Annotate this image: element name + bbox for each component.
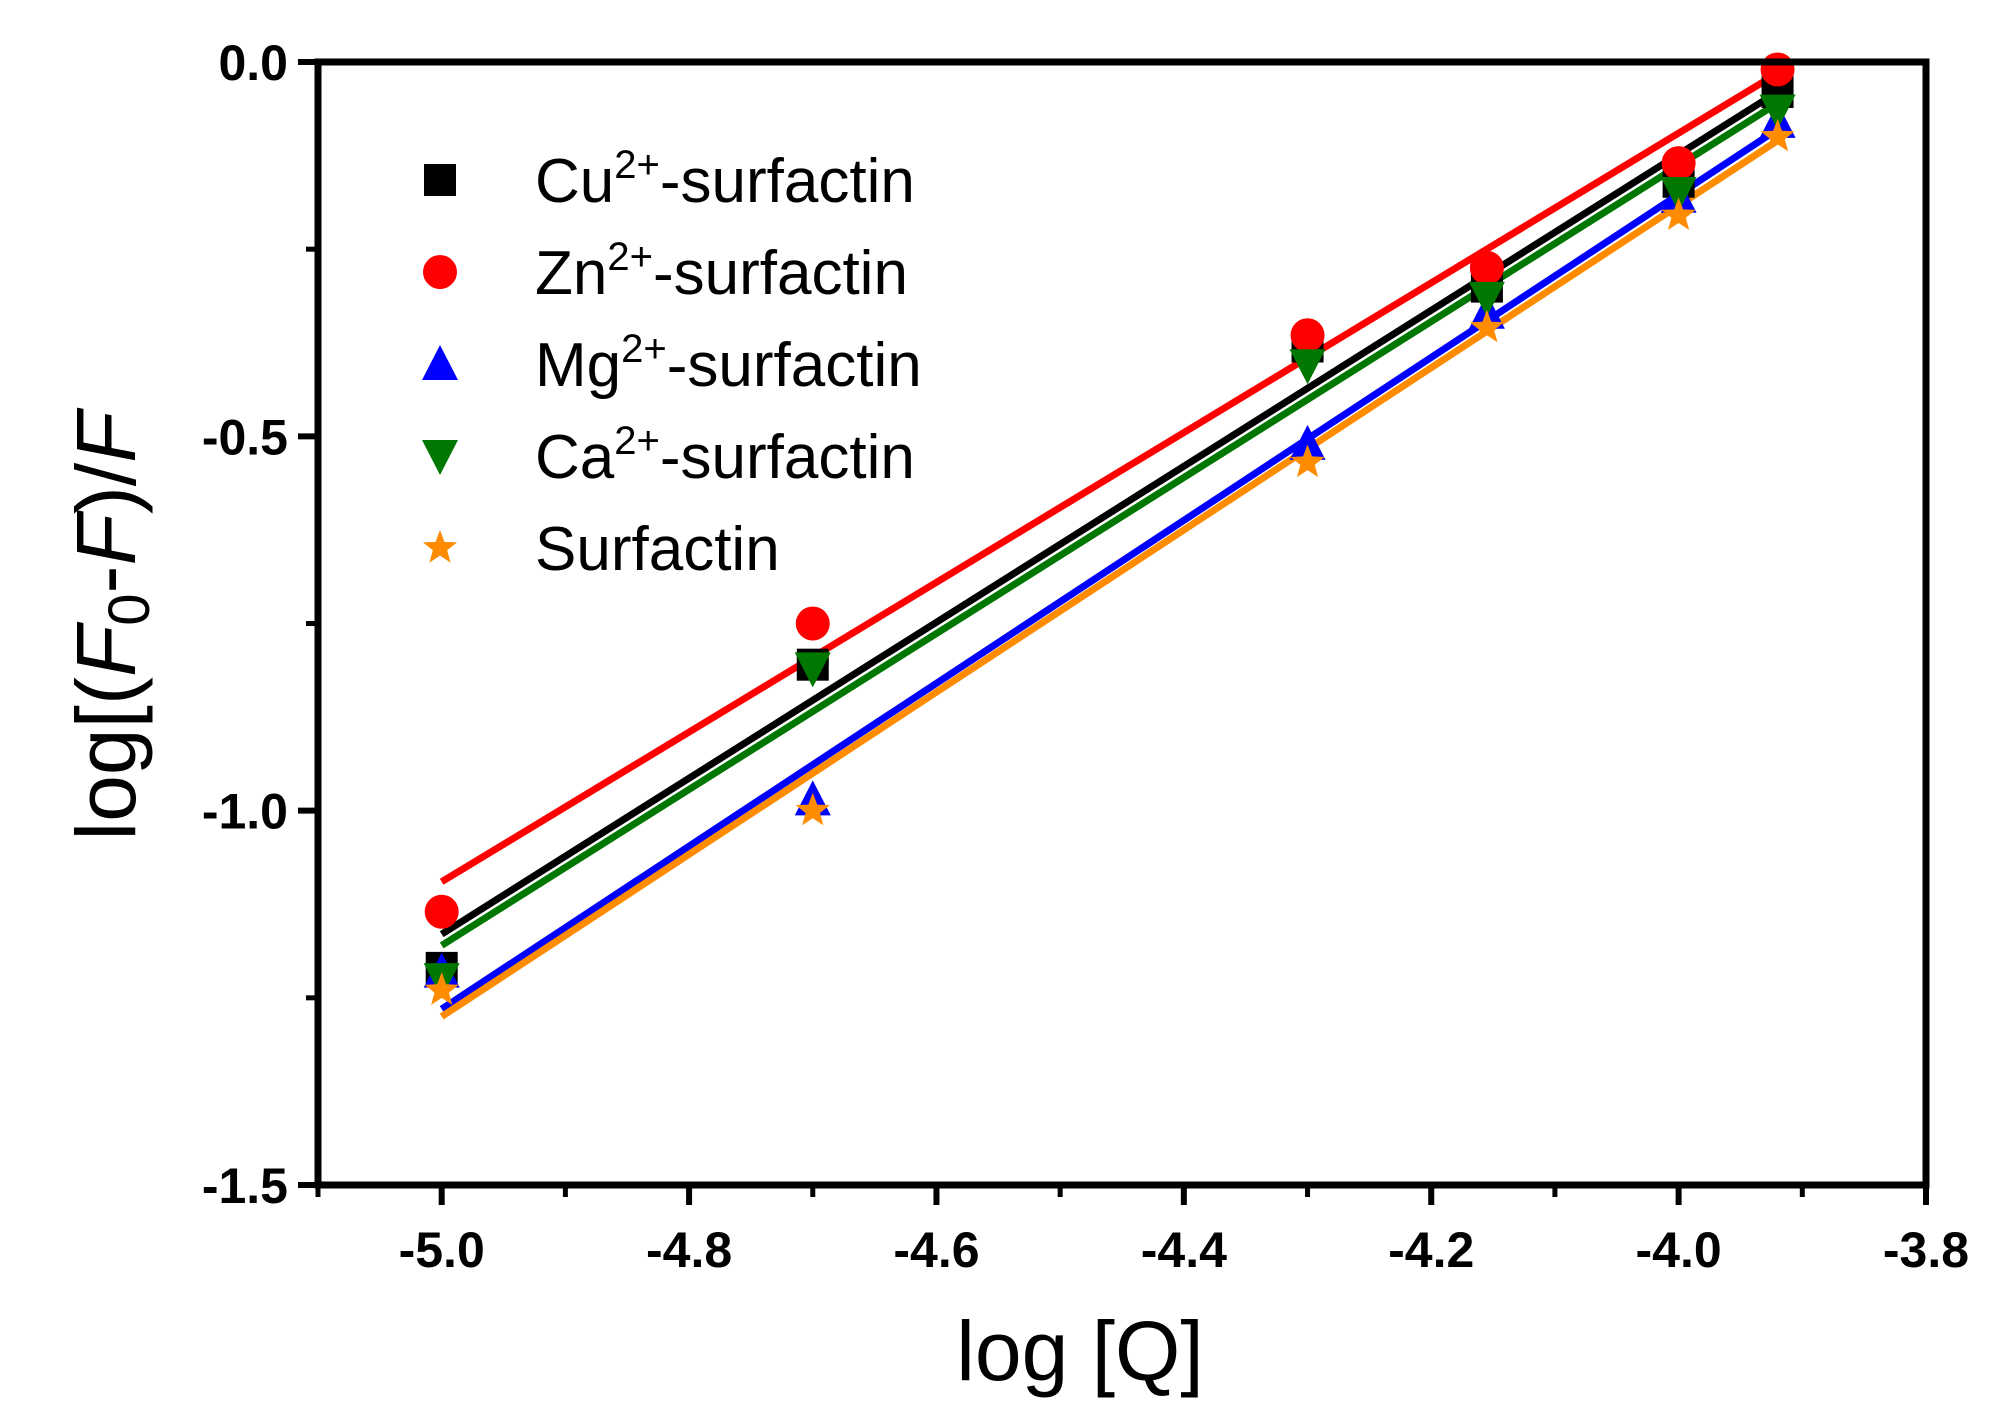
data-point-mg [1289,424,1326,460]
legend-label-cu: Cu2+-surfactin [535,143,915,216]
data-point-surfactin [795,792,830,826]
legend-marker-mg [422,345,458,380]
y-tick-label: 0.0 [218,35,288,91]
y-axis-ticks: 0.0 -0.5 -1.0 -1.5 [202,35,318,1214]
data-point-zn [1469,250,1504,285]
y-tick-label: -1.0 [202,784,288,840]
data-point-zn [1290,318,1325,353]
legend-marker-ca [422,440,458,475]
x-tick-label: -3.8 [1883,1222,1969,1278]
x-tick-label: -4.4 [1141,1222,1227,1278]
data-point-zn [424,894,459,929]
data-point-surfactin [1469,309,1504,343]
legend-label-mg: Mg2+-surfactin [535,327,922,400]
legend-marker-cu [424,164,456,196]
fit-line-mg [439,126,1780,1012]
data-point-zn [1661,146,1696,181]
legend-marker-zn [423,255,457,289]
x-tick-label: -4.8 [646,1222,732,1278]
legend: Cu2+-surfactin Zn2+-surfactin Mg2+-surfact… [422,143,922,584]
data-point-surfactin [1760,118,1795,152]
x-tick-label: -4.2 [1388,1222,1474,1278]
plot-frame [314,58,1930,1189]
data-point-ca [1289,349,1326,385]
x-axis-ticks: -5.0 -4.8 -4.6 -4.4 -4.2 -4.0 -3.8 [315,1185,1969,1278]
y-axis-title: log[(F0-F)/F [59,407,162,841]
data-point-ca [794,652,831,688]
data-point-surfactin [424,972,459,1005]
x-tick-label: -4.6 [893,1222,979,1278]
fit-line-surfactin [439,137,1780,1020]
legend-label-surfactin: Surfactin [535,515,780,584]
data-point-ca [1759,94,1796,130]
fit-line-cu [439,88,1780,938]
data-point-surfactin [1661,197,1696,230]
legend-label-ca: Ca2+-surfactin [535,419,915,492]
data-point-surfactin [1290,444,1325,478]
fit-line-ca [439,100,1780,949]
data-point-zn [795,606,830,641]
x-tick-label: -4.0 [1636,1222,1722,1278]
data-point-ca [1468,281,1505,317]
legend-marker-surfactin [422,530,458,563]
y-tick-label: -1.5 [202,1158,288,1214]
fit-lines [439,70,1780,1020]
fit-line-zn [439,70,1780,885]
data-point-ca [1660,177,1697,213]
data-point-zn [1760,52,1795,87]
x-axis-title: log [Q] [956,1304,1203,1398]
x-tick-label: -5.0 [399,1222,485,1278]
data-markers [423,52,1796,1005]
y-tick-label: -0.5 [202,409,288,465]
legend-label-zn: Zn2+-surfactin [535,235,908,308]
